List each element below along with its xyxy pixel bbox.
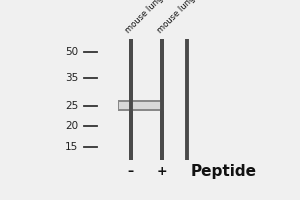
Text: mouse lung: mouse lung (155, 0, 197, 35)
Text: Peptide: Peptide (190, 164, 256, 179)
Text: 50: 50 (65, 47, 78, 57)
Text: 20: 20 (65, 121, 78, 131)
Text: +: + (157, 165, 167, 178)
Bar (119, 102, 163, 109)
Text: 25: 25 (65, 101, 78, 111)
Text: 35: 35 (65, 73, 78, 83)
Text: –: – (128, 165, 134, 178)
Text: mouse lung: mouse lung (124, 0, 165, 35)
Text: 15: 15 (65, 142, 78, 152)
Bar (118, 100, 164, 111)
